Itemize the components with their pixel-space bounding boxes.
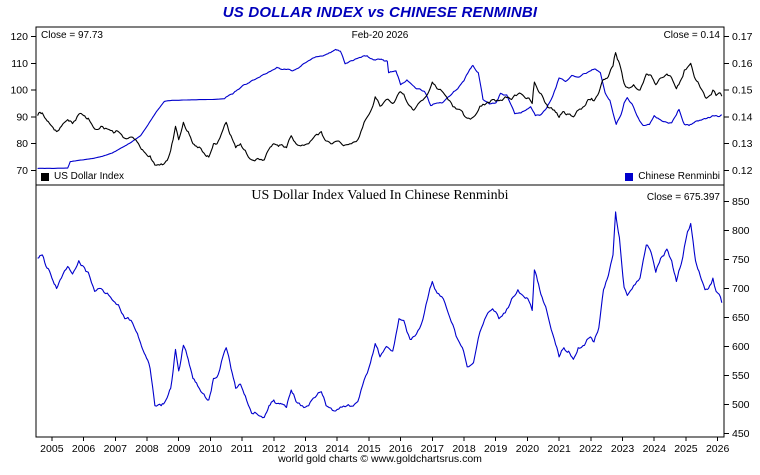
- top-left-tick-label: 80: [16, 138, 28, 150]
- bottom-right-tick-label: 550: [732, 370, 750, 382]
- bottom-close-label: Close = 675.397: [646, 192, 720, 203]
- x-tick-label: 2026: [706, 443, 730, 455]
- legend-cny-label: Chinese Renminbi: [638, 171, 720, 182]
- x-tick-label: 2014: [326, 443, 350, 455]
- top-right-tick-label: 0.16: [732, 58, 753, 70]
- x-tick-label: 2006: [72, 443, 96, 455]
- x-tick-label: 2025: [674, 443, 698, 455]
- bottom-right-tick-label: 450: [732, 428, 750, 440]
- x-tick-label: 2011: [231, 443, 254, 455]
- x-tick-label: 2021: [547, 443, 571, 455]
- x-tick-label: 2015: [357, 443, 381, 455]
- x-tick-label: 2016: [389, 443, 413, 455]
- x-tick-label: 2018: [452, 443, 476, 455]
- top-right-tick-label: 0.17: [732, 31, 753, 43]
- x-tick-label: 2007: [104, 443, 128, 455]
- x-tick-label: 2012: [262, 443, 286, 455]
- x-tick-label: 2013: [294, 443, 318, 455]
- top-close-cny-label: Close = 0.14: [663, 30, 720, 41]
- top-left-tick-label: 110: [11, 58, 28, 70]
- x-tick-label: 2010: [199, 443, 223, 455]
- top-left-tick-label: 120: [10, 31, 28, 43]
- cny-swatch: [625, 172, 634, 181]
- x-tick-label: 2008: [135, 443, 159, 455]
- x-tick-label: 2005: [40, 443, 64, 455]
- x-tick-label: 2024: [643, 443, 667, 455]
- top-left-tick-label: 90: [16, 111, 28, 123]
- x-tick-label: 2023: [611, 443, 635, 455]
- legend-cny: Chinese Renminbi: [625, 171, 720, 182]
- x-tick-label: 2009: [167, 443, 191, 455]
- bottom-right-tick-label: 700: [732, 283, 750, 295]
- top-close-usdx-label: Close = 97.73: [41, 30, 103, 41]
- bottom-right-tick-label: 600: [732, 341, 750, 353]
- top-right-tick-label: 0.12: [732, 165, 753, 177]
- x-tick-label: 2020: [516, 443, 540, 455]
- bottom-panel-border: [35, 184, 725, 438]
- x-tick-label: 2017: [421, 443, 445, 455]
- footer-credit: world gold charts © www.goldchartsrus.co…: [278, 453, 482, 465]
- bottom-right-tick-label: 650: [732, 312, 750, 324]
- legend-usdx: US Dollar Index: [41, 171, 124, 182]
- cny-line: [37, 48, 723, 169]
- usdx-line: [37, 52, 723, 166]
- bottom-right-tick-label: 800: [732, 225, 750, 237]
- x-tick-label: 2022: [579, 443, 603, 455]
- top-right-tick-label: 0.13: [732, 138, 753, 150]
- date-label: Feb-20 2026: [351, 30, 409, 41]
- usdx-in-cny-line: [37, 211, 723, 419]
- bottom-panel-title: US Dollar Index Valued In Chinese Renmin…: [251, 188, 509, 203]
- top-right-tick-label: 0.14: [732, 111, 753, 123]
- legend-usdx-label: US Dollar Index: [54, 171, 125, 182]
- bottom-right-tick-label: 750: [732, 254, 750, 266]
- x-tick-label: 2019: [484, 443, 508, 455]
- top-right-tick-label: 0.15: [732, 85, 753, 97]
- top-left-tick-label: 70: [16, 165, 28, 177]
- bottom-right-tick-label: 500: [732, 399, 750, 411]
- page-title: US DOLLAR INDEX vs CHINESE RENMINBI: [222, 4, 538, 21]
- top-left-tick-label: 100: [10, 85, 28, 97]
- bottom-right-tick-label: 850: [732, 196, 750, 208]
- usdx-swatch: [41, 172, 49, 181]
